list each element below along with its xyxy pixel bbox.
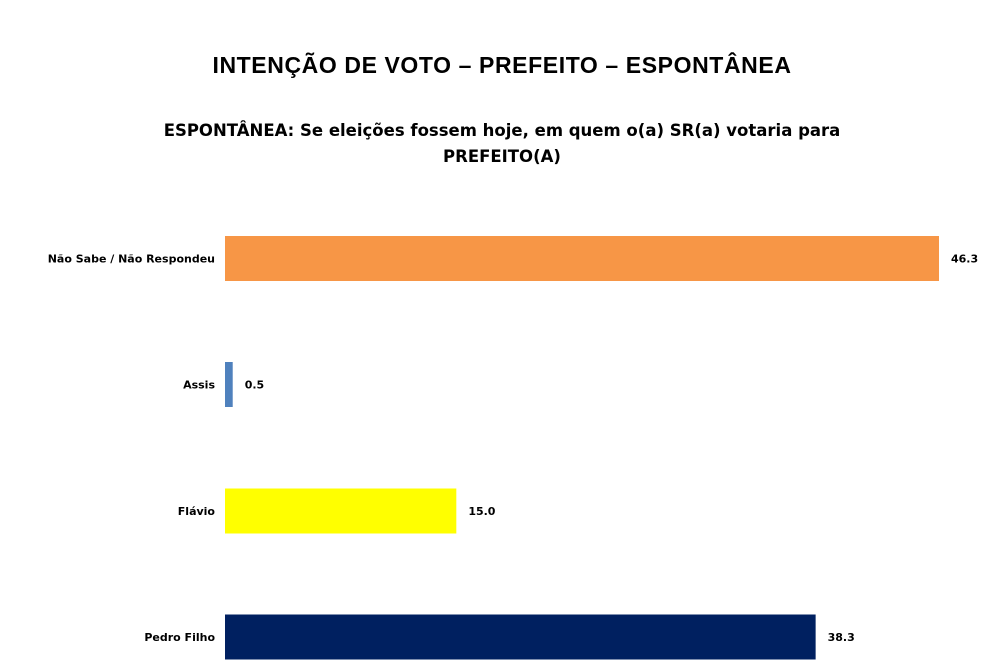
category-label-1: Assis <box>183 379 215 392</box>
category-label-2: Flávio <box>178 505 216 518</box>
bar-3 <box>225 614 816 660</box>
category-label-3: Pedro Filho <box>144 631 215 644</box>
bar-2 <box>225 488 457 534</box>
category-label-0: Não Sabe / Não Respondeu <box>48 253 215 266</box>
chart-subtitle-line-1: ESPONTÂNEA: Se eleições fossem hoje, em … <box>163 121 841 140</box>
chart-title: INTENÇÃO DE VOTO – PREFEITO – ESPONTÂNEA <box>212 52 792 78</box>
bar-0 <box>225 236 939 281</box>
value-label-3: 38.3 <box>828 631 855 644</box>
value-label-2: 15.0 <box>468 505 495 518</box>
chart-subtitle: ESPONTÂNEA: Se eleições fossem hoje, em … <box>0 118 1004 170</box>
value-label-0: 46.3 <box>951 253 978 266</box>
bar-1 <box>225 362 233 407</box>
value-label-1: 0.5 <box>245 379 264 392</box>
chart-subtitle-line-2: PREFEITO(A) <box>443 147 561 166</box>
